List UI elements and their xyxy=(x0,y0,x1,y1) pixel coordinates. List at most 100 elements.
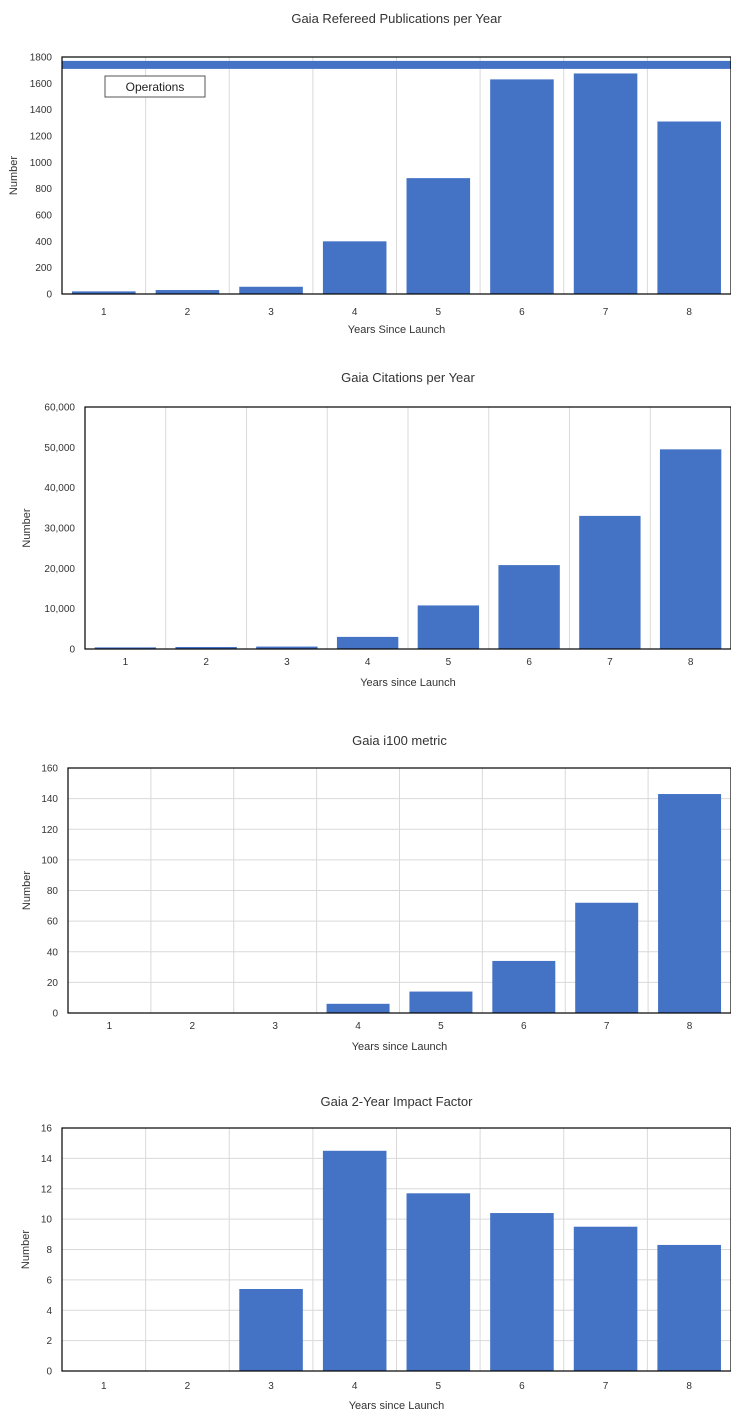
x-tick-label: 3 xyxy=(268,307,274,318)
chart-panel-citations: Gaia Citations per Year 0 10,000 20,000 30,0… xyxy=(0,345,731,700)
y-tick-label: 40,000 xyxy=(44,483,75,494)
y-tick-label: 40 xyxy=(47,947,59,958)
bar xyxy=(417,605,480,649)
chart-panel-publications: Gaia Refereed Publications per Year Opera… xyxy=(0,0,731,345)
y-tick-label: 1600 xyxy=(30,79,53,90)
y-tick-label: 1200 xyxy=(30,132,53,143)
x-tick-label: 3 xyxy=(272,1021,278,1032)
plot-frame xyxy=(67,767,731,1014)
bar xyxy=(573,1226,638,1371)
x-tick-label: 1 xyxy=(101,307,107,318)
bar xyxy=(256,646,318,649)
chart-title: Gaia Refereed Publications per Year xyxy=(291,11,502,26)
y-tick-label: 14 xyxy=(41,1154,53,1165)
y-tick-label: 60,000 xyxy=(44,403,75,414)
x-tick-label: 4 xyxy=(355,1021,361,1032)
y-tick-label: 100 xyxy=(41,855,58,866)
x-tick-label: 5 xyxy=(436,1381,442,1392)
x-tick-label: 8 xyxy=(687,1021,693,1032)
bar xyxy=(72,291,136,294)
y-tick-label: 120 xyxy=(41,825,58,836)
y-tick-label: 20,000 xyxy=(44,564,75,575)
y-tick-label: 0 xyxy=(46,290,52,301)
x-tick-label: 7 xyxy=(604,1021,610,1032)
bar xyxy=(498,565,560,649)
bar xyxy=(657,121,721,295)
y-tick-label: 1400 xyxy=(30,105,53,116)
x-tick-label: 5 xyxy=(436,307,442,318)
y-tick-label: 8 xyxy=(46,1245,52,1256)
bar xyxy=(659,449,722,649)
chart-panel-i100: Gaia i100 metric 0 20 40 60 80 100 120 140 160 1 2 3… xyxy=(0,700,731,1062)
bar xyxy=(490,1213,554,1371)
y-axis-label: Number xyxy=(21,871,33,910)
x-tick-label: 1 xyxy=(101,1381,107,1392)
x-tick-label: 7 xyxy=(607,657,613,668)
x-tick-label: 4 xyxy=(352,307,358,318)
x-tick-label: 2 xyxy=(185,1381,191,1392)
y-tick-label: 140 xyxy=(41,794,58,805)
chart-title: Gaia 2-Year Impact Factor xyxy=(321,1094,474,1109)
x-tick-label: 5 xyxy=(446,657,452,668)
x-tick-label: 4 xyxy=(365,657,371,668)
x-tick-label: 8 xyxy=(688,657,694,668)
bar xyxy=(573,73,638,294)
x-axis-label: Years since Launch xyxy=(360,677,456,689)
y-tick-label: 160 xyxy=(41,764,58,775)
x-tick-label: 5 xyxy=(438,1021,444,1032)
annotation-label: Operations xyxy=(126,80,185,94)
y-tick-label: 0 xyxy=(46,1367,52,1378)
x-tick-label: 2 xyxy=(203,657,209,668)
bar xyxy=(409,991,473,1013)
y-tick-label: 6 xyxy=(46,1275,52,1286)
bar xyxy=(406,1193,471,1371)
y-axis-label: Number xyxy=(20,1230,32,1269)
citations-chart: Gaia Citations per Year 0 10,000 20,000 30,0… xyxy=(21,370,731,689)
x-tick-label: 1 xyxy=(107,1021,113,1032)
chart-panel-impact-factor: Gaia 2-Year Impact Factor 0 2 4 6 8 10 12 14 16 1 2… xyxy=(0,1062,731,1418)
bar xyxy=(94,647,157,649)
x-tick-label: 6 xyxy=(519,1381,525,1392)
x-tick-label: 4 xyxy=(352,1381,358,1392)
plot-frame xyxy=(61,56,731,295)
bar xyxy=(326,1003,390,1013)
y-tick-label: 16 xyxy=(41,1124,53,1135)
y-axis-label: Number xyxy=(8,156,20,195)
publications-chart: Gaia Refereed Publications per Year Opera… xyxy=(8,11,731,336)
y-tick-label: 30,000 xyxy=(44,524,75,535)
i100-chart: Gaia i100 metric 0 20 40 60 80 100 120 140 160 1 2 3… xyxy=(21,733,731,1053)
x-tick-label: 3 xyxy=(268,1381,274,1392)
y-tick-label: 12 xyxy=(41,1184,53,1195)
y-tick-label: 10 xyxy=(41,1215,53,1226)
y-tick-label: 80 xyxy=(47,886,59,897)
y-tick-label: 0 xyxy=(52,1009,58,1020)
x-axis-label: Years since Launch xyxy=(349,1400,445,1412)
y-axis-label: Number xyxy=(21,508,33,547)
bar xyxy=(575,902,639,1013)
y-tick-label: 2 xyxy=(46,1336,52,1347)
plot-frame xyxy=(84,406,731,650)
annotation-box xyxy=(104,75,206,98)
x-tick-label: 3 xyxy=(284,657,290,668)
y-tick-label: 50,000 xyxy=(44,443,75,454)
x-tick-label: 6 xyxy=(526,657,532,668)
bar xyxy=(406,178,471,294)
x-tick-label: 6 xyxy=(519,307,525,318)
bar xyxy=(492,960,556,1013)
bar xyxy=(239,1288,303,1371)
x-tick-label: 8 xyxy=(686,1381,692,1392)
y-tick-label: 20 xyxy=(47,978,59,989)
x-tick-label: 6 xyxy=(521,1021,527,1032)
bar xyxy=(155,290,220,294)
y-tick-label: 60 xyxy=(47,917,59,928)
y-tick-label: 1000 xyxy=(30,158,53,169)
plot-frame xyxy=(61,1127,731,1372)
x-axis-label: Years Since Launch xyxy=(348,324,445,336)
bar xyxy=(322,241,387,294)
x-axis-label: Years since Launch xyxy=(352,1041,448,1053)
y-tick-label: 0 xyxy=(69,645,75,656)
x-tick-label: 7 xyxy=(603,307,609,318)
y-tick-label: 800 xyxy=(35,184,52,195)
bar xyxy=(322,1150,387,1371)
